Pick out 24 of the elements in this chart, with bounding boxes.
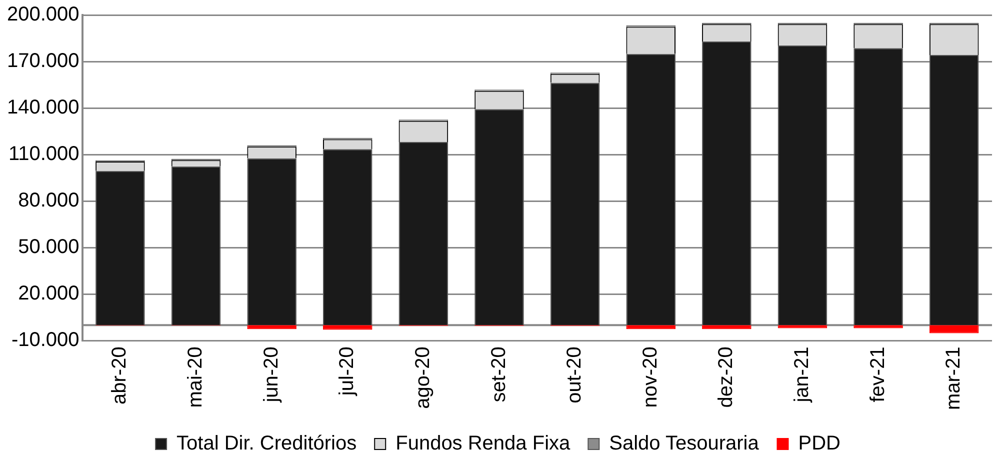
y-tick-label: 110.000 (8, 143, 80, 166)
y-tick-label: 50.000 (18, 236, 80, 258)
x-tick-label: jan-21 (790, 346, 813, 404)
x-tick-label: out-20 (564, 346, 586, 404)
x-tick-label: mar-21 (942, 346, 965, 410)
y-tick-label: 20.000 (18, 282, 80, 305)
x-tick-label: set-20 (488, 346, 510, 402)
x-tick-label: jun-20 (260, 346, 282, 404)
y-tick-label: 80.000 (18, 190, 80, 212)
x-tick-label: abr-20 (108, 346, 131, 404)
legend-label: PDD (798, 432, 840, 455)
x-tick-label: nov-20 (639, 346, 662, 408)
y-tick-label: -10.000 (11, 329, 80, 352)
y-tick-label: 200.000 (7, 4, 80, 26)
legend-label: Fundos Renda Fixa (396, 432, 572, 455)
legend-label: Saldo Tesouraria (609, 432, 760, 455)
x-tick-label: fev-21 (866, 346, 889, 402)
x-tick-label: mai-20 (184, 346, 207, 408)
y-tick-label: 170.000 (7, 50, 80, 72)
y-tick-label: 140.000 (7, 96, 80, 119)
x-tick-label: jul-20 (336, 346, 358, 397)
x-tick-label: dez-20 (715, 346, 738, 408)
legend-label: Total Dir. Creditórios (176, 432, 357, 455)
x-tick-label: ago-20 (412, 346, 434, 409)
